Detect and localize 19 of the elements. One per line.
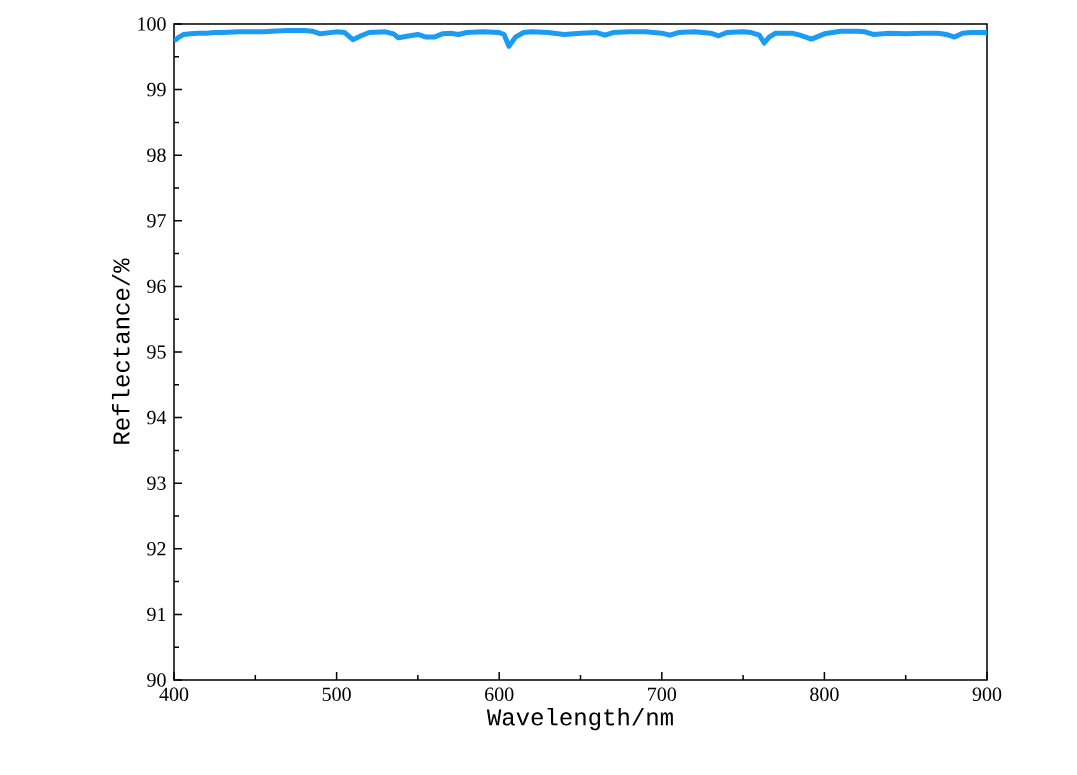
y-tick-label: 91 (147, 607, 166, 622)
y-tick-label: 93 (147, 476, 166, 490)
y-tick-label: 100 (138, 17, 166, 31)
y-tick-label: 98 (147, 148, 166, 162)
y-tick-label: 90 (147, 673, 166, 687)
y-axis-title: Reflectance/% (111, 258, 130, 444)
y-tick-label: 99 (147, 82, 166, 97)
y-tick-label: 94 (147, 410, 167, 425)
x-tick-label: 900 (972, 687, 1002, 702)
x-tick-label: 700 (648, 687, 677, 702)
y-tick-label: 97 (147, 214, 166, 228)
x-axis-title: Wavelength/nm (486, 707, 673, 731)
y-tick-label: 92 (147, 542, 166, 556)
y-tick-label: 96 (147, 279, 166, 294)
x-tick-label: 800 (810, 687, 839, 702)
y-tick-label: 95 (147, 345, 166, 359)
x-tick-label: 400 (159, 687, 189, 702)
x-tick-label: 600 (485, 687, 514, 702)
x-tick-label: 500 (322, 687, 351, 702)
